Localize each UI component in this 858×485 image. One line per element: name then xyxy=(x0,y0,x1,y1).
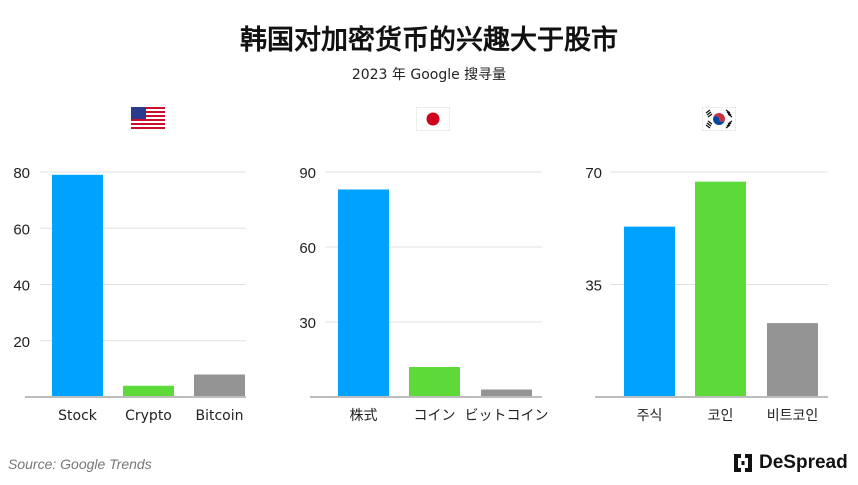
y-tick-label: 30 xyxy=(299,315,316,332)
x-tick-label: Crypto xyxy=(125,408,172,424)
bar-charts: 20 40 60 80 Stock Crypto Bitcoin 30 60 90 株式 コイン ビット… xyxy=(13,165,828,424)
bar-Crypto xyxy=(123,385,174,397)
bar-주식 xyxy=(624,226,675,397)
x-tick-label: 주식 xyxy=(637,408,663,424)
bar-ビットコイン xyxy=(481,389,532,397)
y-tick-label: 60 xyxy=(13,221,30,238)
bar-비트코인 xyxy=(767,323,818,397)
y-tick-label: 80 xyxy=(13,165,30,182)
chart-title: 韩国对加密货币的兴趣大于股市 xyxy=(240,25,618,56)
korea-flag-icon xyxy=(702,107,736,131)
y-tick-label: 20 xyxy=(13,334,30,351)
x-tick-label: 코인 xyxy=(708,408,734,424)
bar-株式 xyxy=(338,189,389,397)
despread-logo-icon xyxy=(734,454,752,472)
japan-flag-icon xyxy=(416,107,450,131)
x-tick-label: Stock xyxy=(58,408,98,424)
bar-코인 xyxy=(695,181,746,397)
source-note: Source: Google Trends xyxy=(8,456,152,472)
us-flag-icon xyxy=(131,107,165,131)
logo-text: DeSpread xyxy=(759,452,848,473)
y-tick-label: 90 xyxy=(299,165,316,182)
y-tick-label: 60 xyxy=(299,240,316,257)
y-tick-label: 40 xyxy=(13,278,30,295)
y-tick-label: 35 xyxy=(585,278,602,295)
x-tick-label: 비트코인 xyxy=(767,408,819,424)
bar-コイン xyxy=(409,367,460,397)
chart-subtitle: 2023 年 Google 搜寻量 xyxy=(351,67,507,83)
x-tick-label: コイン xyxy=(414,408,456,424)
bar-Bitcoin xyxy=(194,374,245,397)
despread-logo: DeSpread xyxy=(733,452,848,474)
x-tick-label: 株式 xyxy=(350,408,378,424)
x-tick-label: ビットコイン xyxy=(465,408,549,424)
y-tick-label: 70 xyxy=(585,165,602,182)
x-tick-label: Bitcoin xyxy=(195,408,243,424)
bar-Stock xyxy=(52,174,103,397)
